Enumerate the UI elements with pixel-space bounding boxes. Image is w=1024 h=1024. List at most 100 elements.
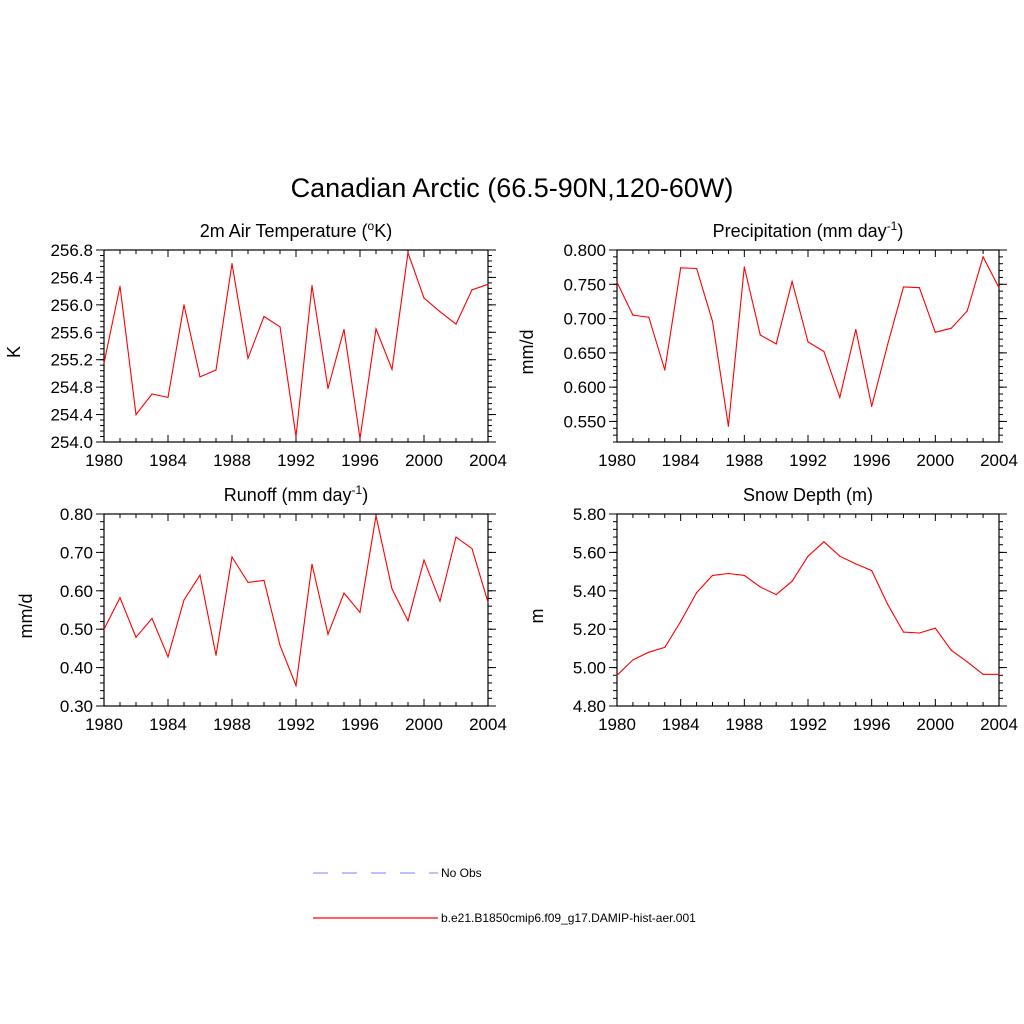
data-point	[950, 649, 952, 651]
x-tick-label: 2004	[980, 715, 1018, 734]
x-tick-label: 1984	[149, 451, 187, 470]
data-point	[103, 628, 105, 630]
data-point	[151, 617, 153, 620]
data-point	[632, 659, 634, 661]
data-point	[311, 563, 313, 565]
x-tick-label: 1980	[598, 715, 636, 734]
x-tick-label: 1980	[85, 451, 123, 470]
y-tick-label: 5.00	[573, 659, 606, 678]
data-point	[871, 570, 873, 572]
data-point	[918, 632, 921, 634]
data-point	[839, 396, 841, 399]
x-tick-label: 1988	[725, 715, 763, 734]
plot-frame	[616, 513, 1000, 707]
data-point	[215, 369, 217, 371]
data-point	[327, 633, 329, 635]
data-point	[199, 376, 201, 378]
data-point	[343, 592, 345, 594]
data-point	[455, 323, 457, 325]
y-tick-label: 0.600	[563, 378, 606, 397]
data-point	[407, 252, 409, 254]
y-tick-label: 4.80	[573, 697, 606, 716]
data-point	[759, 586, 761, 588]
data-point	[743, 574, 745, 577]
data-point	[295, 435, 297, 438]
y-tick-label: 0.70	[60, 543, 93, 562]
data-point	[616, 281, 618, 283]
x-tick-label: 1984	[662, 715, 700, 734]
data-point	[791, 580, 793, 582]
y-tick-label: 5.20	[573, 620, 606, 639]
data-point	[279, 644, 281, 646]
y-tick-label: 254.8	[50, 378, 93, 397]
data-point	[934, 627, 936, 629]
x-tick-label: 1992	[789, 715, 827, 734]
panel-runoff: 1980 1984 1988 1992 1996 2000 2004 0.30 0.40 0.50…	[16, 483, 507, 734]
panel-title: Runoff (mm day-1)	[224, 483, 368, 505]
data-point	[759, 334, 761, 336]
data-point	[103, 362, 105, 364]
y-tick-label: 0.800	[563, 241, 606, 260]
data-point	[183, 304, 185, 306]
data-point	[487, 283, 489, 285]
x-tick-label: 1988	[213, 715, 251, 734]
data-point	[775, 594, 777, 596]
data-point	[327, 387, 329, 390]
legend: No Obs b.e21.B1850cmip6.f09_g17.DAMIP-hi…	[313, 866, 696, 925]
data-point	[886, 603, 889, 605]
y-tick-label: 256.0	[50, 296, 93, 315]
data-point	[439, 600, 441, 602]
x-tick-label: 1980	[85, 715, 123, 734]
y-axis-label: mm/d	[517, 330, 537, 375]
data-point	[215, 654, 217, 656]
y-tick-label: 0.650	[563, 344, 606, 363]
data-point	[727, 572, 730, 575]
y-tick-label: 255.2	[50, 351, 93, 370]
data-point	[855, 328, 857, 331]
x-tick-label: 1980	[598, 451, 636, 470]
data-point	[439, 311, 441, 313]
y-tick-label: 0.60	[60, 582, 93, 601]
x-tick-label: 1988	[725, 451, 763, 470]
y-axis-label: mm/d	[16, 594, 36, 639]
legend-series-label: b.e21.B1850cmip6.f09_g17.DAMIP-hist-aer.…	[441, 911, 696, 925]
x-tick-label: 2000	[405, 451, 443, 470]
data-point	[119, 597, 121, 599]
data-point	[966, 310, 968, 312]
x-tick-label: 2000	[405, 715, 443, 734]
x-tick-label: 1984	[149, 715, 187, 734]
x-tick-label: 2004	[469, 451, 507, 470]
data-point	[311, 285, 313, 287]
y-tick-label: 255.6	[50, 323, 93, 342]
data-point	[455, 536, 457, 538]
panel-title: Precipitation (mm day-1)	[713, 219, 904, 241]
series-line	[616, 541, 999, 676]
data-point	[263, 315, 265, 318]
y-tick-label: 5.80	[573, 505, 606, 524]
data-point	[391, 588, 393, 590]
y-tick-label: 0.550	[563, 412, 606, 431]
data-point	[119, 285, 121, 287]
data-point	[391, 368, 393, 370]
data-point	[680, 620, 682, 623]
data-point	[711, 320, 714, 322]
data-point	[902, 631, 905, 633]
data-point	[263, 579, 265, 582]
data-point	[135, 413, 137, 416]
x-tick-label: 2000	[916, 451, 954, 470]
data-point	[902, 286, 905, 288]
x-tick-label: 2004	[469, 715, 507, 734]
data-point	[247, 581, 249, 583]
y-axis-label: m	[527, 609, 547, 624]
data-point	[375, 515, 377, 517]
data-point	[279, 326, 281, 328]
x-tick-label: 1988	[213, 451, 251, 470]
data-point	[247, 357, 249, 359]
x-tick-label: 1996	[341, 451, 379, 470]
y-axis-label: K	[4, 346, 24, 358]
data-point	[886, 344, 889, 346]
data-point	[982, 673, 984, 675]
panel-title: Snow Depth (m)	[743, 485, 873, 505]
x-tick-label: 1992	[789, 451, 827, 470]
data-point	[664, 646, 666, 649]
